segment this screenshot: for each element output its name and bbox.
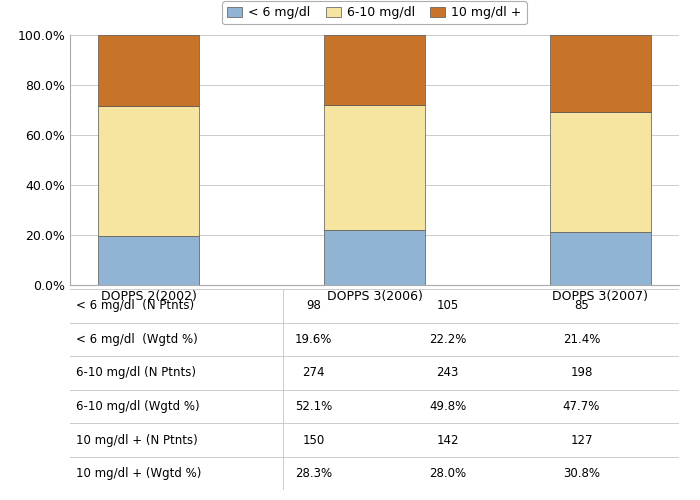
Text: 30.8%: 30.8% [563,467,600,480]
Text: 28.0%: 28.0% [429,467,466,480]
Bar [550,232,651,285]
Bar [550,112,651,232]
Text: 150: 150 [302,434,325,446]
Text: 52.1%: 52.1% [295,400,332,413]
Text: 243: 243 [436,366,459,380]
Bar [323,230,426,285]
Bar [98,236,200,285]
Bar [98,35,200,106]
Text: 274: 274 [302,366,325,380]
Text: 49.8%: 49.8% [429,400,466,413]
Bar [323,105,426,230]
Bar [323,35,426,105]
Text: 22.2%: 22.2% [429,333,466,346]
Bar [98,106,200,236]
Text: 21.4%: 21.4% [563,333,600,346]
Legend: < 6 mg/dl, 6-10 mg/dl, 10 mg/dl +: < 6 mg/dl, 6-10 mg/dl, 10 mg/dl + [223,1,526,24]
Text: < 6 mg/dl  (Wgtd %): < 6 mg/dl (Wgtd %) [76,333,198,346]
Text: 105: 105 [437,299,459,312]
Text: 10 mg/dl + (Wgtd %): 10 mg/dl + (Wgtd %) [76,467,202,480]
Text: < 6 mg/dl  (N Ptnts): < 6 mg/dl (N Ptnts) [76,299,194,312]
Text: 98: 98 [306,299,321,312]
Text: 6-10 mg/dl (N Ptnts): 6-10 mg/dl (N Ptnts) [76,366,196,380]
Text: 198: 198 [570,366,593,380]
Text: 47.7%: 47.7% [563,400,600,413]
Bar [550,36,651,113]
Text: 85: 85 [574,299,589,312]
Text: 28.3%: 28.3% [295,467,332,480]
Text: 127: 127 [570,434,593,446]
Text: 6-10 mg/dl (Wgtd %): 6-10 mg/dl (Wgtd %) [76,400,200,413]
Text: 10 mg/dl + (N Ptnts): 10 mg/dl + (N Ptnts) [76,434,198,446]
Text: 19.6%: 19.6% [295,333,332,346]
Text: 142: 142 [436,434,459,446]
